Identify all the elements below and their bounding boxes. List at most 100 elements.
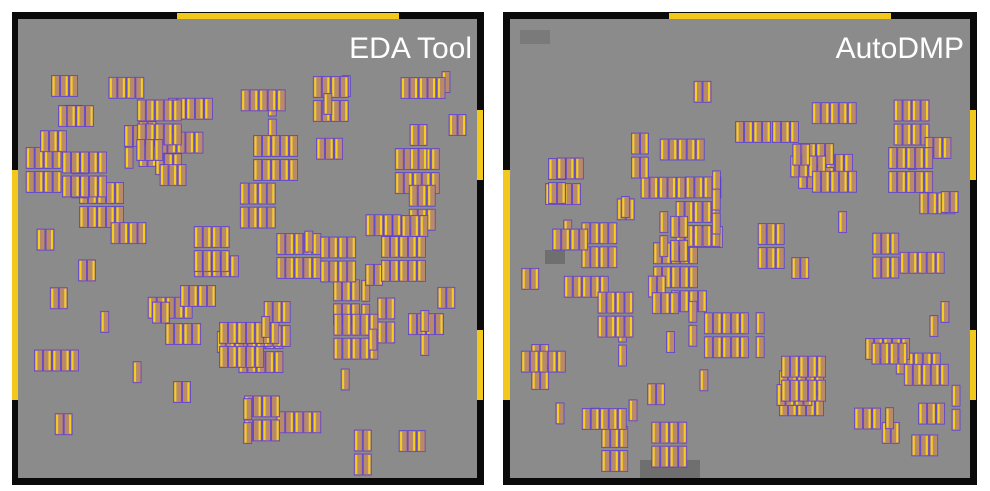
macro <box>755 312 765 335</box>
macro-pin-strip <box>582 247 585 267</box>
macro <box>624 315 634 338</box>
macro-pin-strip <box>254 160 257 180</box>
macro <box>671 266 680 289</box>
macro-pin-strip <box>258 396 261 416</box>
macro <box>570 228 580 251</box>
macro-pin-strip <box>174 100 177 120</box>
macro-pin-strip <box>254 136 257 156</box>
macro-pin-strip <box>772 248 775 268</box>
macro <box>294 411 304 434</box>
macro-pin-strip <box>690 243 693 263</box>
macro-pin-strip <box>352 315 355 335</box>
macro <box>49 130 58 153</box>
macro-pin-strip <box>553 230 556 250</box>
macro <box>401 215 411 237</box>
macro-pin-strip <box>914 253 917 273</box>
macro <box>340 368 350 391</box>
macro <box>418 124 428 146</box>
macro <box>565 157 575 180</box>
macro <box>521 267 531 290</box>
macro-pin-strip <box>76 176 79 196</box>
macro-pin-strip <box>40 148 43 168</box>
macro <box>951 408 961 431</box>
macro <box>34 170 44 193</box>
macro-pin-strip <box>199 286 202 306</box>
macro <box>911 434 921 457</box>
macro-pin-strip <box>749 122 752 142</box>
macro <box>659 211 669 234</box>
macro <box>353 453 363 476</box>
macro <box>949 191 959 213</box>
macro <box>940 191 950 213</box>
macro-pin-strip <box>267 160 270 180</box>
macro-pin-strip <box>379 215 382 235</box>
macro <box>656 383 666 406</box>
macro <box>685 176 695 199</box>
macro <box>85 105 94 128</box>
macro-pin-strip <box>736 122 739 142</box>
macro-pin-strip <box>641 178 644 198</box>
macro-pin-strip <box>689 326 692 346</box>
macro-pin-strip <box>901 253 904 273</box>
macro-pin-strip <box>347 280 350 300</box>
macro-pin-strip <box>365 315 368 335</box>
macro-pin-strip <box>332 77 335 97</box>
macro-pin-strip <box>138 100 141 120</box>
macro <box>911 99 921 122</box>
macro <box>711 212 721 235</box>
macro <box>262 419 271 442</box>
macro-pin-strip <box>938 138 941 158</box>
macro-pin-strip <box>355 431 358 451</box>
macro <box>800 257 810 279</box>
macro-pin-strip <box>295 258 298 278</box>
macro-pin-strip <box>562 183 565 203</box>
macro-pin-strip <box>583 277 586 297</box>
macro <box>781 120 790 143</box>
macro <box>100 310 110 333</box>
macro <box>61 349 70 372</box>
macro <box>151 301 161 324</box>
macro <box>281 325 291 347</box>
macro <box>249 89 259 112</box>
macro <box>243 422 253 445</box>
macro <box>76 105 85 128</box>
macro-pin-strip <box>428 186 431 206</box>
macro <box>757 223 767 245</box>
macro-pin-strip <box>659 178 662 198</box>
macro <box>730 312 740 335</box>
macro <box>899 251 909 274</box>
macro-pin-strip <box>226 227 229 247</box>
macro <box>669 421 679 444</box>
macro-pin-strip <box>630 400 633 420</box>
macro <box>825 143 834 165</box>
macro <box>888 171 898 193</box>
macro-pin-strip <box>782 357 785 377</box>
macro-pin-strip <box>421 311 424 331</box>
macro-pin-strip <box>670 447 673 467</box>
macro-pin-strip <box>53 351 56 371</box>
macro <box>890 232 900 255</box>
macro-pin-strip <box>321 261 324 281</box>
macro-pin-strip <box>111 183 114 203</box>
macro-pin-strip <box>667 267 670 287</box>
io-bar <box>477 110 483 180</box>
macro-pin-strip <box>920 148 923 168</box>
macro-pin-strip <box>913 101 916 121</box>
macro <box>172 123 182 146</box>
macro-pin-strip <box>792 258 795 278</box>
macro-pin-strip <box>930 435 933 455</box>
macro-pin-strip <box>418 261 421 281</box>
macro <box>248 182 258 205</box>
macro-pin-strip <box>671 241 674 261</box>
macro <box>312 76 322 98</box>
macro <box>762 121 772 143</box>
macro <box>128 222 138 245</box>
macro-pin-strip <box>595 223 598 243</box>
macro <box>903 363 913 386</box>
macro-pin-strip <box>919 253 922 273</box>
macro-pin-strip <box>953 410 956 430</box>
macro-pin-strip <box>290 234 293 254</box>
macro <box>872 407 881 430</box>
macro <box>89 151 98 174</box>
macro <box>847 102 857 125</box>
